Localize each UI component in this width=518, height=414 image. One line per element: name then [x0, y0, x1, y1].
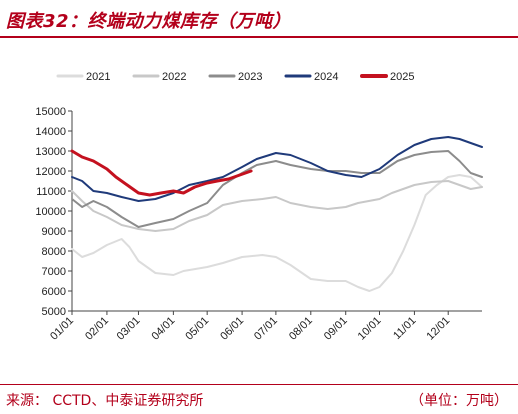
y-tick-label: 14000 — [35, 126, 66, 138]
legend-label-2022: 2022 — [162, 71, 186, 83]
x-tick-label: 07/01 — [252, 315, 280, 343]
y-tick-label: 11000 — [36, 186, 66, 198]
x-tick-label: 02/01 — [83, 315, 111, 343]
top-rule — [0, 36, 518, 38]
bottom-rule — [0, 384, 518, 385]
x-tick-label: 04/01 — [150, 315, 178, 343]
x-tick-label: 01/01 — [48, 315, 76, 343]
x-tick-label: 05/01 — [183, 315, 211, 343]
series-line-2022 — [71, 180, 483, 232]
chart-area: 2021 2022 2023 2024 2025 5000 6000 7000 8000 900… — [0, 40, 518, 382]
x-tick-label: 11/01 — [391, 315, 418, 342]
series-line-2023 — [71, 150, 483, 228]
series-line-2024 — [71, 136, 483, 202]
legend-label-2024: 2024 — [314, 71, 338, 83]
header: 图表32：终端动力煤库存（万吨） — [0, 0, 518, 38]
y-tick-label: 10000 — [35, 206, 66, 218]
chart-title: 图表32：终端动力煤库存（万吨） — [6, 11, 292, 32]
series-lines — [70, 136, 483, 292]
y-tick-label: 6000 — [42, 286, 66, 298]
y-tick-label: 5000 — [42, 306, 66, 318]
x-tick-label: 10/01 — [356, 315, 384, 343]
legend-label-2023: 2023 — [238, 71, 262, 83]
x-tick-label: 03/01 — [115, 315, 143, 343]
source-note: 来源： CCTD、中泰证券研究所 — [6, 393, 204, 409]
legend-label-2025: 2025 — [390, 71, 414, 83]
x-tick-label: 08/01 — [287, 315, 315, 343]
x-tick-label: 09/01 — [322, 315, 350, 343]
legend-label-2021: 2021 — [86, 71, 110, 83]
x-tick-label: 06/01 — [218, 315, 246, 343]
series-line-2025 — [70, 149, 253, 197]
y-tick-label: 7000 — [42, 266, 66, 278]
series-line-2021 — [71, 174, 483, 292]
y-tick-label: 13000 — [35, 146, 66, 158]
y-tick-label: 15000 — [35, 106, 66, 118]
y-tick-label: 12000 — [35, 166, 66, 178]
unit-note: （单位：万吨） — [410, 393, 508, 409]
line-chart: 2021 2022 2023 2024 2025 5000 6000 7000 8000 900… — [35, 71, 483, 343]
y-tick-label: 9000 — [42, 226, 66, 238]
x-tick-label: 12/01 — [424, 315, 452, 343]
legend: 2021 2022 2023 2024 2025 — [56, 71, 414, 83]
footer: 来源： CCTD、中泰证券研究所 （单位：万吨） — [0, 386, 518, 414]
y-tick-label: 8000 — [42, 246, 66, 258]
